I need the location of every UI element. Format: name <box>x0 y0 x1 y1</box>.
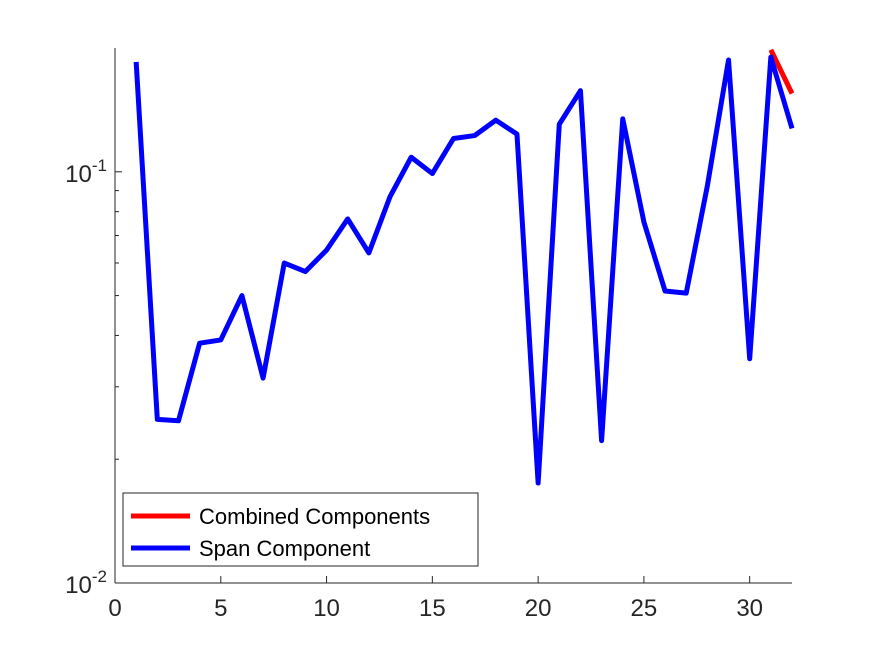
y-tick-label-base: 10 <box>65 572 92 599</box>
plot-series <box>133 48 795 486</box>
x-tick-label: 5 <box>214 595 227 622</box>
legend-box <box>122 492 479 567</box>
legend: Combined Components Span Component <box>122 492 479 567</box>
y-tick-label-exponent: -2 <box>92 567 107 586</box>
x-tick-label: 20 <box>525 595 552 622</box>
x-tick-label: 25 <box>631 595 658 622</box>
y-tick-label-base: 10 <box>65 161 92 188</box>
series-line <box>133 54 795 486</box>
series-combined-components <box>768 48 795 95</box>
x-tick-label: 0 <box>108 595 121 622</box>
series-line <box>768 48 795 95</box>
y-tick-label: 10-1 <box>65 156 107 188</box>
legend-label-combined-components: Combined Components <box>199 504 430 529</box>
y-tick-label-exponent: -1 <box>92 156 107 175</box>
y-tick-label: 10-2 <box>65 567 107 599</box>
x-tick-label: 30 <box>736 595 763 622</box>
x-tick-label: 10 <box>313 595 340 622</box>
x-tick-label: 15 <box>419 595 446 622</box>
series-span-component <box>133 54 795 486</box>
legend-label-span-component: Span Component <box>199 536 370 561</box>
